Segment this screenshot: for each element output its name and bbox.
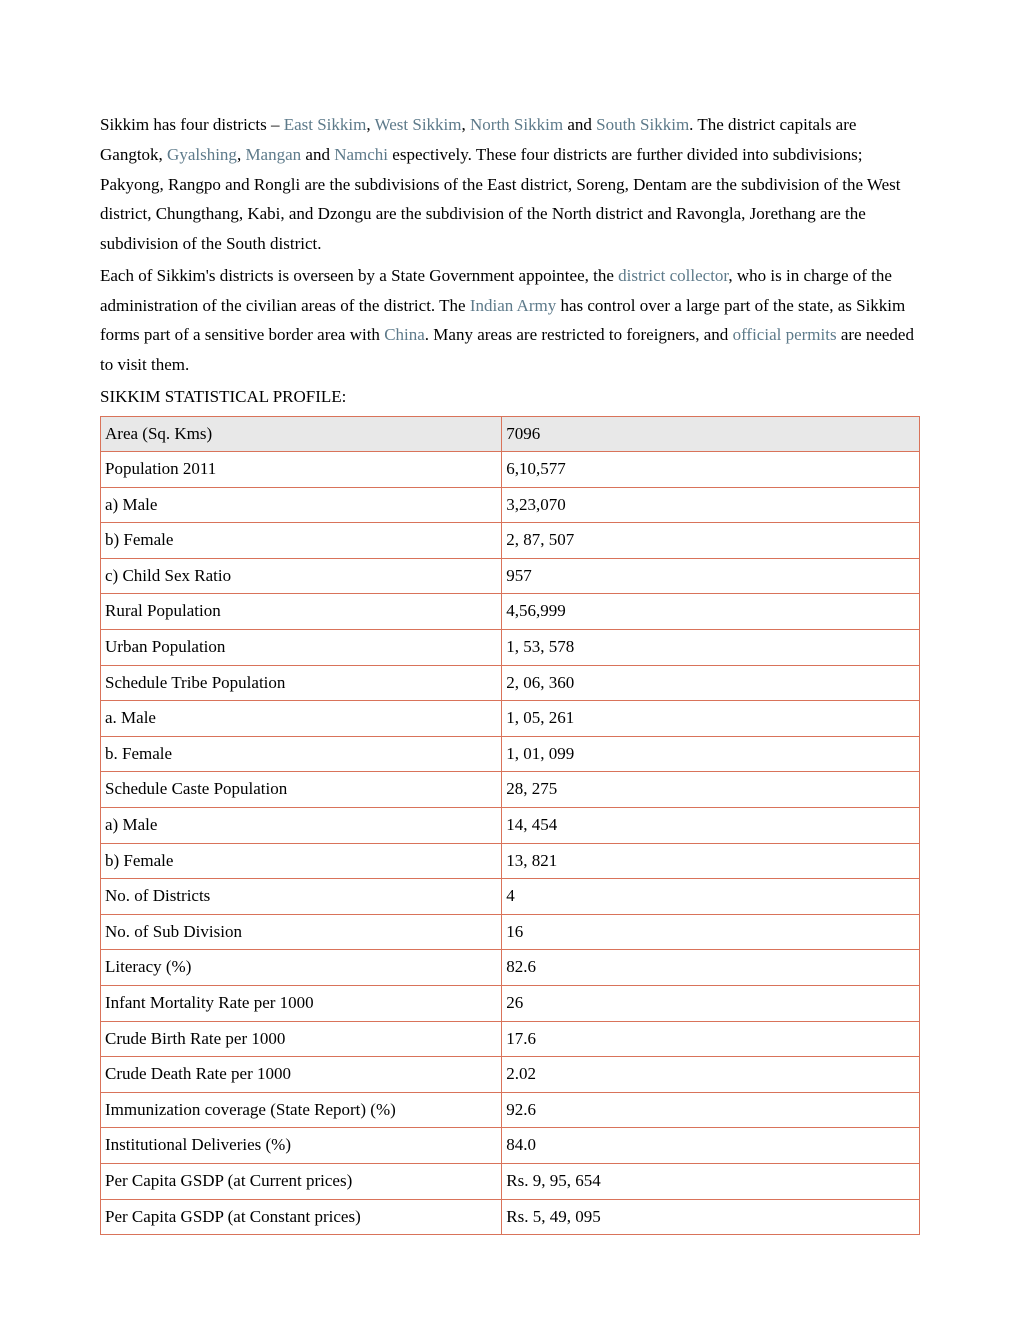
link-text[interactable]: South Sikkim xyxy=(596,115,689,134)
table-cell-value: 2, 06, 360 xyxy=(502,665,920,701)
table-row: Literacy (%)82.6 xyxy=(101,950,920,986)
table-cell-label: a) Male xyxy=(101,808,502,844)
table-cell-value: 2.02 xyxy=(502,1057,920,1093)
table-cell-value: 3,23,070 xyxy=(502,487,920,523)
table-cell-value: 7096 xyxy=(502,416,920,452)
table-cell-label: Urban Population xyxy=(101,630,502,666)
table-cell-value: 82.6 xyxy=(502,950,920,986)
table-cell-label: b) Female xyxy=(101,843,502,879)
table-row: No. of Sub Division16 xyxy=(101,914,920,950)
table-row: Rural Population4,56,999 xyxy=(101,594,920,630)
table-row: Infant Mortality Rate per 100026 xyxy=(101,986,920,1022)
link-text[interactable]: district collector xyxy=(618,266,728,285)
link-text[interactable]: Gyalshing xyxy=(167,145,237,164)
table-cell-label: b. Female xyxy=(101,736,502,772)
table-cell-value: 13, 821 xyxy=(502,843,920,879)
table-cell-label: No. of Districts xyxy=(101,879,502,915)
table-row: c) Child Sex Ratio957 xyxy=(101,558,920,594)
table-row: b) Female13, 821 xyxy=(101,843,920,879)
table-row: a. Male1, 05, 261 xyxy=(101,701,920,737)
table-row: a) Male14, 454 xyxy=(101,808,920,844)
table-cell-label: c) Child Sex Ratio xyxy=(101,558,502,594)
table-cell-label: Population 2011 xyxy=(101,452,502,488)
table-row: Population 20116,10,577 xyxy=(101,452,920,488)
body-text: Each of Sikkim's districts is overseen b… xyxy=(100,266,618,285)
table-row: Per Capita GSDP (at Current prices)Rs. 9… xyxy=(101,1163,920,1199)
body-text: and xyxy=(563,115,596,134)
table-cell-label: Infant Mortality Rate per 1000 xyxy=(101,986,502,1022)
table-cell-label: Immunization coverage (State Report) (%) xyxy=(101,1092,502,1128)
table-cell-label: No. of Sub Division xyxy=(101,914,502,950)
table-cell-label: Per Capita GSDP (at Current prices) xyxy=(101,1163,502,1199)
statistical-profile-table: Area (Sq. Kms)7096Population 20116,10,57… xyxy=(100,416,920,1236)
table-cell-value: 16 xyxy=(502,914,920,950)
table-cell-label: b) Female xyxy=(101,523,502,559)
table-row: Urban Population1, 53, 578 xyxy=(101,630,920,666)
table-cell-label: Crude Birth Rate per 1000 xyxy=(101,1021,502,1057)
table-cell-label: a) Male xyxy=(101,487,502,523)
table-cell-value: 84.0 xyxy=(502,1128,920,1164)
table-row: Institutional Deliveries (%)84.0 xyxy=(101,1128,920,1164)
table-cell-value: 957 xyxy=(502,558,920,594)
table-row: Schedule Caste Population28, 275 xyxy=(101,772,920,808)
table-row: No. of Districts4 xyxy=(101,879,920,915)
table-cell-label: Literacy (%) xyxy=(101,950,502,986)
body-text: , xyxy=(366,115,374,134)
table-row: Crude Death Rate per 10002.02 xyxy=(101,1057,920,1093)
body-text: and xyxy=(301,145,334,164)
table-cell-label: Schedule Tribe Population xyxy=(101,665,502,701)
link-text[interactable]: China xyxy=(384,325,425,344)
table-cell-label: Crude Death Rate per 1000 xyxy=(101,1057,502,1093)
table-row: b. Female1, 01, 099 xyxy=(101,736,920,772)
table-cell-value: 17.6 xyxy=(502,1021,920,1057)
table-cell-value: 4 xyxy=(502,879,920,915)
table-cell-value: 92.6 xyxy=(502,1092,920,1128)
table-row: Per Capita GSDP (at Constant prices)Rs. … xyxy=(101,1199,920,1235)
link-text[interactable]: official permits xyxy=(733,325,837,344)
table-cell-label: a. Male xyxy=(101,701,502,737)
paragraph-1: Sikkim has four districts – East Sikkim,… xyxy=(100,110,920,259)
table-cell-value: 1, 01, 099 xyxy=(502,736,920,772)
table-row: Area (Sq. Kms)7096 xyxy=(101,416,920,452)
table-row: Immunization coverage (State Report) (%)… xyxy=(101,1092,920,1128)
link-text[interactable]: East Sikkim xyxy=(284,115,367,134)
table-row: b) Female2, 87, 507 xyxy=(101,523,920,559)
table-cell-value: 4,56,999 xyxy=(502,594,920,630)
table-cell-label: Schedule Caste Population xyxy=(101,772,502,808)
paragraph-2: Each of Sikkim's districts is overseen b… xyxy=(100,261,920,380)
table-cell-value: Rs. 5, 49, 095 xyxy=(502,1199,920,1235)
link-text[interactable]: North Sikkim xyxy=(470,115,563,134)
table-row: a) Male3,23,070 xyxy=(101,487,920,523)
table-cell-value: 26 xyxy=(502,986,920,1022)
table-cell-value: 6,10,577 xyxy=(502,452,920,488)
table-row: Schedule Tribe Population2, 06, 360 xyxy=(101,665,920,701)
table-cell-label: Institutional Deliveries (%) xyxy=(101,1128,502,1164)
link-text[interactable]: Indian Army xyxy=(470,296,556,315)
table-cell-value: 1, 53, 578 xyxy=(502,630,920,666)
table-cell-value: Rs. 9, 95, 654 xyxy=(502,1163,920,1199)
table-cell-label: Rural Population xyxy=(101,594,502,630)
table-cell-label: Area (Sq. Kms) xyxy=(101,416,502,452)
body-text: . Many areas are restricted to foreigner… xyxy=(425,325,733,344)
table-cell-label: Per Capita GSDP (at Constant prices) xyxy=(101,1199,502,1235)
table-title: SIKKIM STATISTICAL PROFILE: xyxy=(100,382,920,412)
table-cell-value: 14, 454 xyxy=(502,808,920,844)
link-text[interactable]: Namchi xyxy=(334,145,388,164)
table-cell-value: 2, 87, 507 xyxy=(502,523,920,559)
body-text: Sikkim has four districts – xyxy=(100,115,284,134)
table-cell-value: 28, 275 xyxy=(502,772,920,808)
body-text: , xyxy=(462,115,471,134)
table-row: Crude Birth Rate per 100017.6 xyxy=(101,1021,920,1057)
link-text[interactable]: Mangan xyxy=(245,145,301,164)
link-text[interactable]: West Sikkim xyxy=(375,115,462,134)
table-cell-value: 1, 05, 261 xyxy=(502,701,920,737)
